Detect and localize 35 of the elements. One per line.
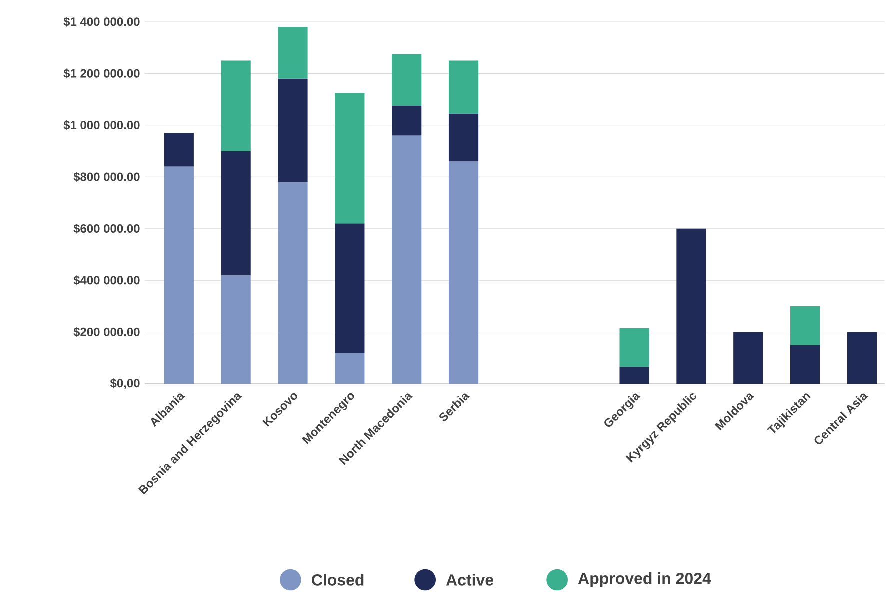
bar [335,93,365,224]
bar [676,228,706,384]
bar [734,332,764,384]
bar [790,345,820,384]
bar [448,114,479,162]
bar [620,367,650,384]
bar [278,182,308,384]
y-tick-label: $400 000.00 [74,276,140,286]
y-tick-label: $800 000.00 [74,172,140,182]
bar [221,60,251,152]
bar [335,224,365,353]
bar [392,136,422,384]
bar [620,328,650,368]
bar [392,54,422,106]
bar [790,306,820,346]
bar [164,133,194,167]
bar [164,166,194,384]
bar [448,60,479,114]
bar [847,332,878,384]
y-tick-label: $0,00 [110,378,140,390]
bar [278,27,308,79]
y-tick-label: $1 000 000.00 [64,120,140,130]
legend-label: Closed [312,574,364,586]
y-tick-label: $1 400 000.00 [64,17,140,27]
bar [221,275,251,384]
bar [278,78,308,182]
y-tick-label: $200 000.00 [74,327,140,338]
bar [448,162,479,384]
legend-label: Active [446,574,494,586]
bar [221,151,251,276]
y-tick-label: $600 000.00 [74,224,140,234]
bar [392,106,422,136]
bar [335,352,365,384]
y-tick-label: $1 200 000.00 [64,68,140,79]
legend-label: Approved in 2024 [578,572,712,588]
